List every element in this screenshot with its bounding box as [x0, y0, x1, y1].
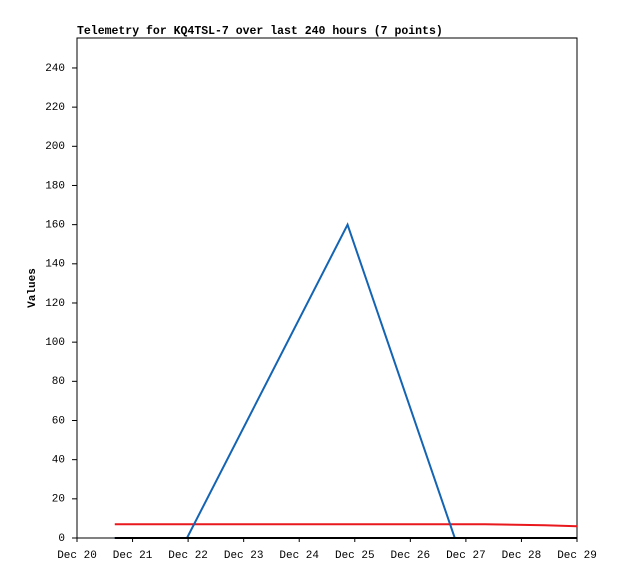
y-axis-label: Values	[27, 268, 39, 308]
x-tick-label: Dec 27	[446, 550, 486, 562]
series-line	[114, 523, 578, 528]
y-tick-label: 100	[45, 337, 65, 349]
y-tick-label: 120	[45, 298, 65, 310]
x-tick-label: Dec 26	[391, 550, 431, 562]
y-tick-label: 220	[45, 102, 65, 114]
x-tick-label: Dec 28	[502, 550, 542, 562]
plot-frame	[76, 37, 578, 539]
x-tick-label: Dec 22	[168, 550, 208, 562]
y-tick-label: 60	[52, 415, 65, 427]
x-tick-label: Dec 21	[113, 550, 153, 562]
y-tick-label: 20	[52, 494, 65, 506]
x-tick-label: Dec 20	[57, 550, 97, 562]
y-tick-label: 160	[45, 220, 65, 232]
x-tick-label: Dec 24	[279, 550, 319, 562]
y-tick-label: 0	[58, 533, 65, 545]
y-tick-label: 140	[45, 259, 65, 271]
x-tick-label: Dec 25	[335, 550, 375, 562]
y-tick-label: 180	[45, 180, 65, 192]
x-tick-label: Dec 23	[224, 550, 264, 562]
y-tick-label: 80	[52, 376, 65, 388]
series-line	[114, 222, 577, 539]
chart-title: Telemetry for KQ4TSL-7 over last 240 hou…	[77, 25, 443, 38]
y-tick-label: 200	[45, 141, 65, 153]
y-tick-label: 40	[52, 455, 65, 467]
x-tick-label: Dec 29	[557, 550, 597, 562]
y-tick-label: 240	[45, 63, 65, 75]
